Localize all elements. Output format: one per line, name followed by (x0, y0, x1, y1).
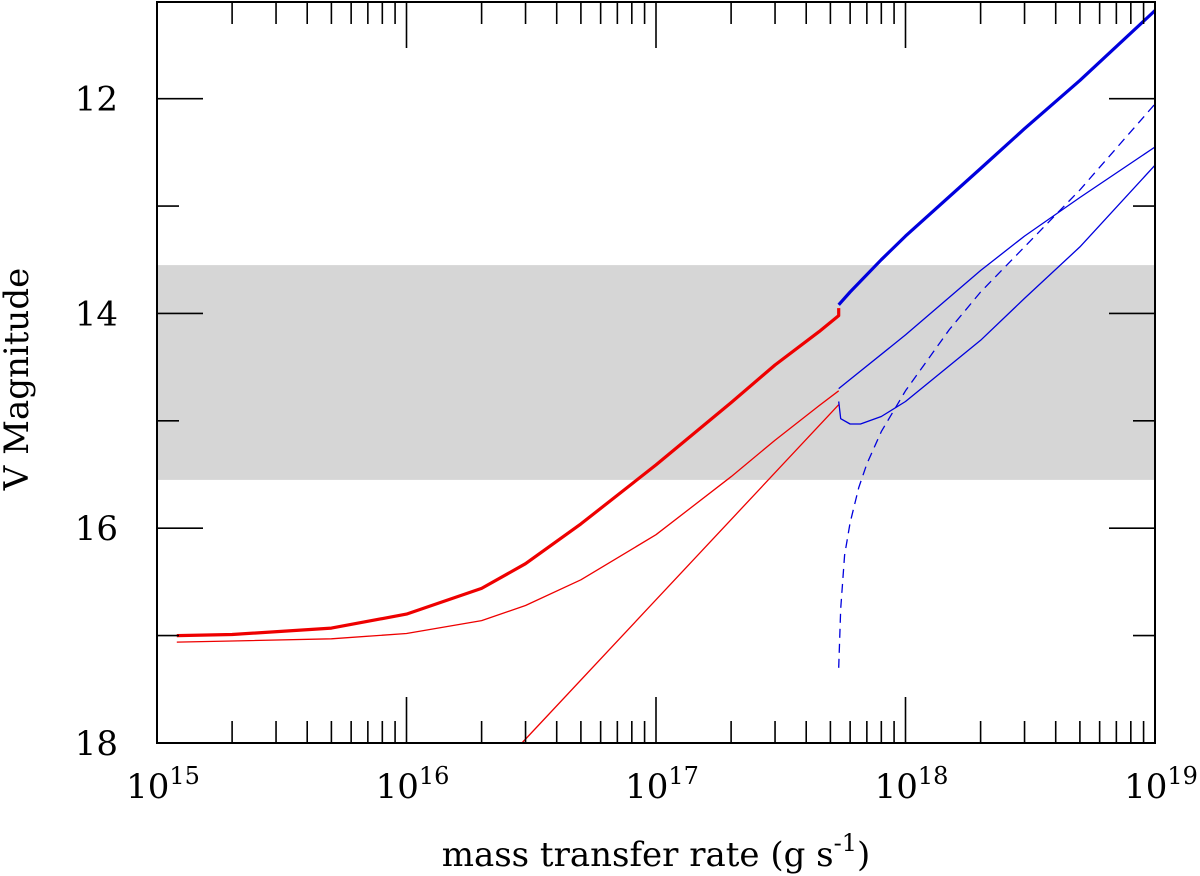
x-tick-label: 1017 (625, 762, 699, 807)
series-line-blue-6 (838, 164, 1156, 425)
x-axis-title: mass transfer rate (g s-1) (442, 829, 871, 875)
x-tick-label: 1016 (376, 762, 450, 807)
x-tick-label: 1019 (1124, 762, 1198, 807)
series-line-red-2 (176, 390, 840, 643)
x-tick-label: 1018 (875, 762, 949, 807)
shaded-band (157, 265, 1155, 480)
series-line-blue-7 (838, 103, 1156, 668)
series-line-red-3 (521, 404, 840, 744)
tick-layer (156, 2, 1156, 744)
x-tick-label: 1015 (126, 762, 200, 807)
y-tick-label: 14 (75, 294, 118, 334)
y-tick-label: 12 (75, 80, 118, 120)
series-line-red-1 (176, 308, 841, 638)
series-line-blue-4 (837, 9, 1157, 306)
series-line-blue-5 (838, 146, 1156, 390)
y-tick-label: 16 (75, 509, 118, 549)
series-layer (176, 9, 1157, 744)
y-tick-label: 18 (75, 724, 118, 764)
y-axis-title: V Magnitude (0, 268, 37, 491)
